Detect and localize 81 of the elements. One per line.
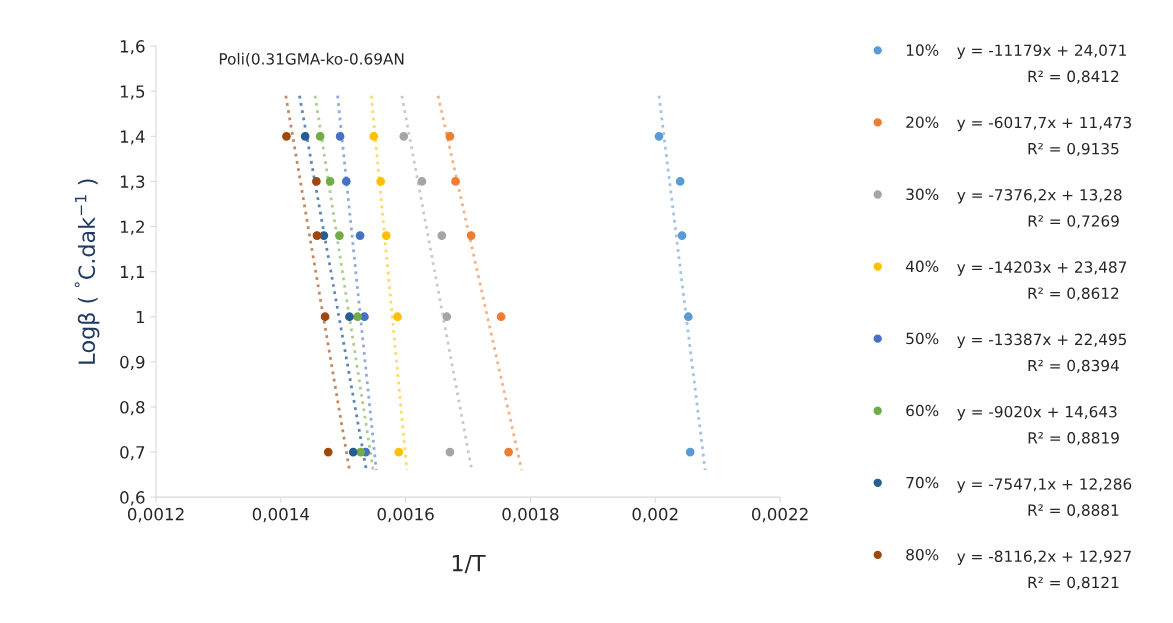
point bbox=[445, 447, 455, 457]
point bbox=[654, 131, 664, 141]
y-tick-label: 1,3 bbox=[120, 175, 145, 190]
point bbox=[675, 177, 685, 186]
point bbox=[677, 231, 687, 240]
text: R² = 0,7269 bbox=[1028, 215, 1119, 229]
legend-label: 40% bbox=[905, 260, 939, 273]
legend-label: 30% bbox=[906, 188, 939, 201]
y-tick-label: 1 bbox=[136, 310, 145, 324]
y-tick-label: 0,6 bbox=[120, 491, 145, 506]
point bbox=[466, 231, 476, 240]
point bbox=[393, 312, 402, 322]
legend-label: 80% bbox=[906, 548, 939, 561]
x-tick-label: 0,0016 bbox=[377, 507, 434, 523]
text: R² = 0,8612 bbox=[1028, 287, 1119, 301]
point bbox=[683, 312, 693, 322]
x-tick-label: 0,0012 bbox=[127, 507, 184, 523]
y-axis-title: Logβ ( $^{°}$C.dak$^{−1}$ ) bbox=[74, 179, 100, 364]
point bbox=[381, 231, 391, 240]
point bbox=[355, 231, 365, 240]
point bbox=[312, 177, 321, 186]
text: R² = 0,8819 bbox=[1028, 432, 1119, 446]
point bbox=[496, 312, 506, 322]
legend-label: 60% bbox=[906, 404, 939, 417]
y-tick-label: 1,1 bbox=[120, 265, 145, 280]
point bbox=[399, 131, 409, 141]
point bbox=[335, 231, 344, 240]
legend-label: 10% bbox=[906, 44, 939, 56]
point bbox=[282, 131, 291, 141]
text: R² = 0,9135 bbox=[1028, 142, 1119, 157]
x-tick-label: 0,002 bbox=[632, 507, 678, 523]
text: y = -13387x + 22,495 bbox=[957, 333, 1127, 349]
point bbox=[353, 312, 362, 322]
point bbox=[394, 447, 404, 457]
point bbox=[437, 231, 447, 240]
text: y = -14203x + 23,487 bbox=[957, 261, 1127, 276]
point bbox=[319, 231, 329, 240]
x-tick-label: 0,0022 bbox=[751, 507, 808, 523]
x-tick-label: 0,0018 bbox=[502, 507, 559, 523]
point bbox=[376, 177, 386, 186]
x-tick-label: 0,0014 bbox=[252, 507, 310, 523]
point bbox=[312, 231, 322, 240]
point bbox=[445, 131, 455, 141]
y-tick-label: 0,9 bbox=[120, 355, 145, 371]
point bbox=[504, 447, 513, 457]
legend-label: 20% bbox=[906, 116, 939, 128]
point bbox=[356, 447, 366, 457]
text: R² = 0,8121 bbox=[1028, 576, 1119, 590]
point bbox=[323, 447, 333, 457]
text: y = -11179x + 24,071 bbox=[957, 44, 1126, 59]
point bbox=[685, 447, 695, 457]
point bbox=[315, 131, 325, 141]
point bbox=[320, 312, 330, 322]
point bbox=[348, 447, 358, 457]
point bbox=[417, 177, 427, 186]
point bbox=[451, 177, 460, 186]
legend-label: 50% bbox=[906, 332, 939, 345]
point bbox=[345, 312, 354, 322]
text: R² = 0,8881 bbox=[1028, 504, 1119, 518]
y-tick-label: 1,6 bbox=[120, 40, 145, 55]
chart-title: Poli(0.31GMA-ko-0.69AN bbox=[219, 52, 404, 67]
text: y = -7547,1x + 12,286 bbox=[957, 478, 1132, 493]
point bbox=[325, 177, 335, 186]
legend-label: 70% bbox=[906, 476, 939, 489]
point bbox=[442, 312, 452, 322]
y-tick-label: 1,4 bbox=[120, 130, 145, 145]
y-tick-label: 0,7 bbox=[120, 446, 145, 461]
text: y = -7376,2x + 13,28 bbox=[957, 189, 1122, 204]
point bbox=[341, 177, 351, 186]
x-axis-title: 1/T bbox=[452, 554, 486, 574]
text: y = -9020x + 14,643 bbox=[957, 405, 1117, 421]
text: y = -8116,2x + 12,927 bbox=[957, 550, 1131, 565]
point bbox=[300, 131, 310, 141]
point bbox=[369, 131, 379, 141]
text: R² = 0,8412 bbox=[1028, 70, 1119, 84]
text: R² = 0,8394 bbox=[1028, 359, 1119, 373]
y-tick-label: 1,2 bbox=[120, 220, 144, 235]
text: y = -6017,7x + 11,473 bbox=[957, 116, 1131, 132]
y-tick-label: 1,5 bbox=[120, 85, 145, 100]
point bbox=[335, 131, 345, 141]
y-tick-label: 0,8 bbox=[120, 400, 145, 416]
